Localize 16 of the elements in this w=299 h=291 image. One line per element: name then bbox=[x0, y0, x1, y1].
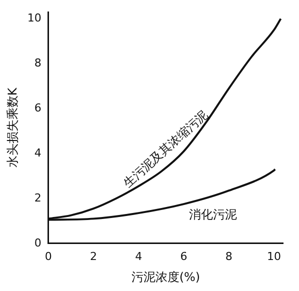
x-axis-title: 污泥浓度(%) bbox=[131, 270, 200, 284]
x-tick-label: 8 bbox=[225, 250, 232, 263]
y-tick-label: 6 bbox=[34, 101, 42, 114]
x-tick-label: 0 bbox=[44, 250, 52, 263]
x-tick-label: 2 bbox=[90, 250, 98, 263]
x-tick-label: 6 bbox=[180, 250, 188, 263]
y-tick-label: 2 bbox=[34, 191, 42, 204]
x-tick-label: 10 bbox=[266, 250, 281, 263]
y-tick-label: 0 bbox=[34, 236, 42, 250]
text: 生污泥及其浓缩污泥 bbox=[120, 108, 210, 190]
y-tick-label: 4 bbox=[34, 146, 42, 160]
y-tick-label: 10 bbox=[27, 12, 42, 25]
x-tick-label: 4 bbox=[135, 250, 142, 263]
series-label: 消化污泥 bbox=[189, 207, 238, 222]
y-tick-label: 8 bbox=[34, 56, 42, 70]
y-axis-title: 水头损失乘数K bbox=[5, 86, 20, 168]
